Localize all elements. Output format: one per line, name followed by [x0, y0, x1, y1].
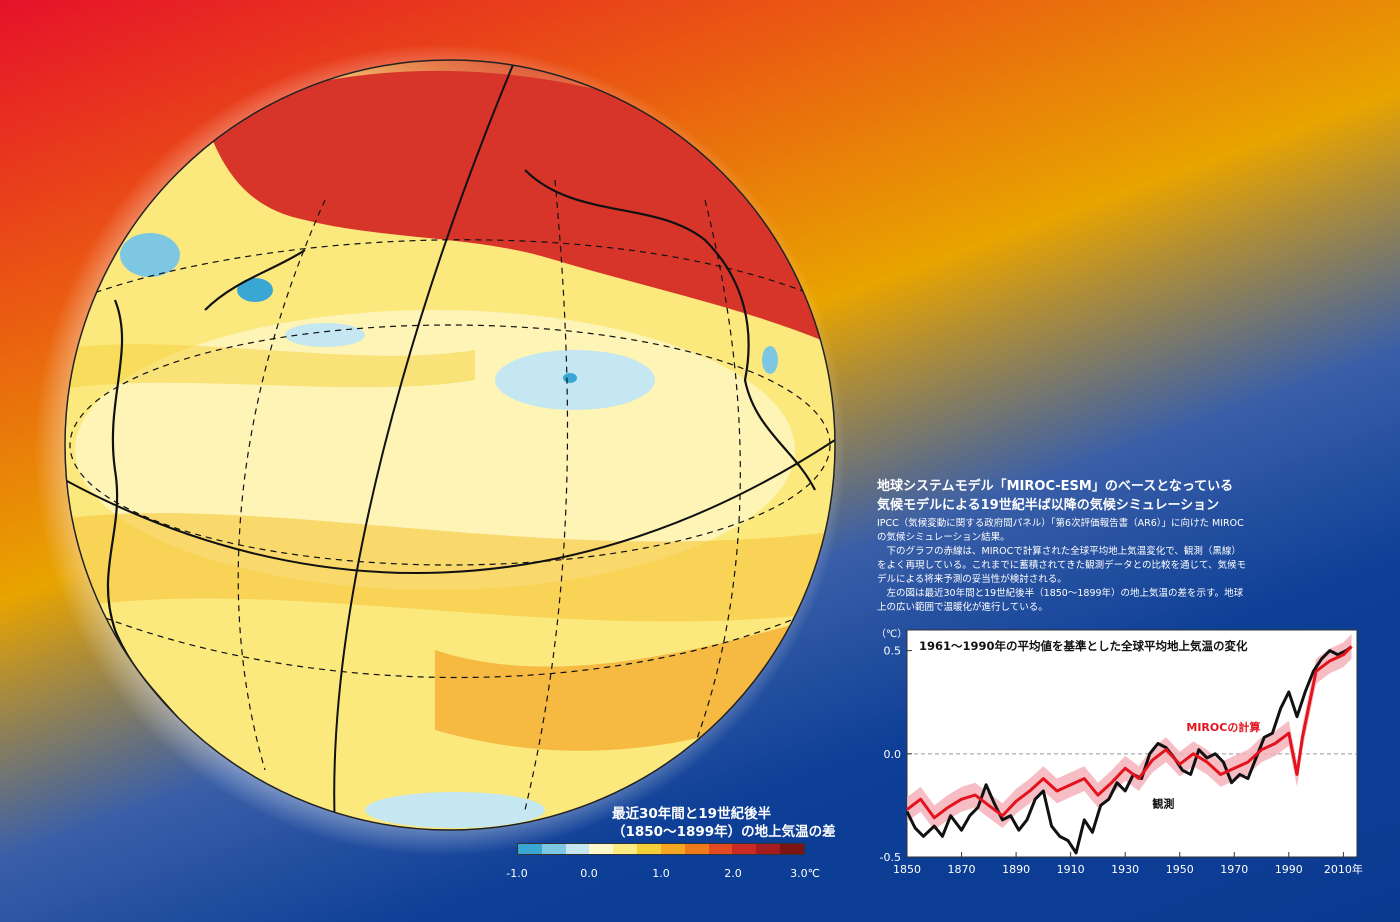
colorbar-tick: 3.0℃ [790, 867, 820, 880]
miroc-spread-band [907, 634, 1352, 831]
x-tick-label: 1990 [1275, 863, 1303, 876]
x-tick-label: 1870 [948, 863, 976, 876]
panel-paragraph: IPCC（気候変動に関する政府間パネル）「第6次評価報告書（AR6）」に向けた … [877, 518, 1244, 543]
chart-title: 1961～1990年の平均値を基準とした全球平均地上気温の変化 [919, 639, 1248, 653]
colorbar-swatch [541, 844, 566, 854]
colorbar-swatch [613, 844, 638, 854]
series-line [906, 645, 1353, 820]
colorbar-swatch [708, 844, 733, 854]
colorbar-tick: 0.0 [580, 867, 598, 880]
colorbar-tick: 1.0 [652, 867, 670, 880]
y-tick-label: 0.0 [884, 748, 902, 761]
colorbar-swatch [589, 844, 614, 854]
panel-paragraph: 下のグラフの赤線は、MIROCで計算された全球平均地上気温変化で、観測（黒線）を… [877, 546, 1247, 585]
colorbar-swatch [518, 844, 542, 854]
colorbar-swatch [565, 844, 590, 854]
x-tick-label: 1970 [1220, 863, 1248, 876]
map-caption-line2: （1850～1899年）の地上気温の差 [612, 824, 836, 840]
panel-title-line2: 気候モデルによる19世紀半ば以降の気候シミュレーション [877, 498, 1220, 513]
panel-paragraph: 左の図は最近30年間と19世紀後半（1850～1899年）の地上気温の差を示す。… [877, 588, 1244, 613]
panel-title: 地球システムモデル「MIROC-ESM」のベースとなっている 気候モデルによる1… [877, 477, 1233, 515]
colorbar-swatch [756, 844, 781, 854]
x-tick-label: 1890 [1002, 863, 1030, 876]
colorbar-swatch [780, 844, 804, 854]
colorbar-swatch [684, 844, 709, 854]
y-tick-label: 0.5 [884, 645, 902, 658]
colorbar-swatch [637, 844, 661, 854]
panel-title-line1: 地球システムモデル「MIROC-ESM」のベースとなっている [877, 479, 1234, 494]
x-tick-label: 1910 [1057, 863, 1085, 876]
colorbar-swatch [660, 844, 685, 854]
colorbar-tick: 2.0 [724, 867, 742, 880]
colorbar-swatch [732, 844, 757, 854]
colorbar-tick: -1.0 [506, 867, 528, 880]
temperature-chart: 1961～1990年の平均値を基準とした全球平均地上気温の変化 （℃） -0.5 0.… [876, 628, 1363, 876]
globe-temperature-map [64, 59, 836, 831]
x-tick-label: 1950 [1166, 863, 1194, 876]
colorbar-swatches [517, 843, 805, 855]
y-tick-label: -0.5 [880, 851, 901, 864]
panel-body: IPCC（気候変動に関する政府間パネル）「第6次評価報告書（AR6）」に向けた … [877, 517, 1247, 615]
x-tick-label: 2010年 [1324, 862, 1363, 876]
map-caption-line1: 最近30年間と19世紀後半 [612, 806, 772, 822]
x-tick-label: 1850 [893, 863, 921, 876]
map-caption: 最近30年間と19世紀後半 （1850～1899年）の地上気温の差 [612, 805, 836, 841]
series-annotation: 観測 [1152, 796, 1174, 810]
x-tick-label: 1930 [1111, 863, 1139, 876]
colorbar: -1.0 0.0 1.0 2.0 3.0℃ [506, 843, 820, 883]
series-annotation: MIROCの計算 [1186, 720, 1260, 734]
y-axis-label: （℃） [876, 628, 907, 640]
